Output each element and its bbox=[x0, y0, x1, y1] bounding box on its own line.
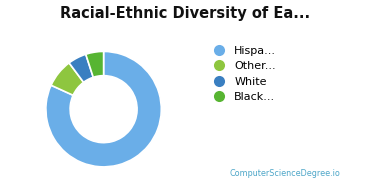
Legend: Hispa..., Other..., White, Black...: Hispa..., Other..., White, Black... bbox=[205, 43, 279, 105]
Wedge shape bbox=[69, 54, 93, 82]
Text: Racial-Ethnic Diversity of Ea...: Racial-Ethnic Diversity of Ea... bbox=[60, 6, 310, 21]
Text: 81.8%: 81.8% bbox=[90, 117, 124, 127]
Wedge shape bbox=[86, 51, 104, 77]
Wedge shape bbox=[51, 63, 84, 95]
Text: ComputerScienceDegree.io: ComputerScienceDegree.io bbox=[229, 169, 340, 178]
Wedge shape bbox=[46, 51, 161, 167]
